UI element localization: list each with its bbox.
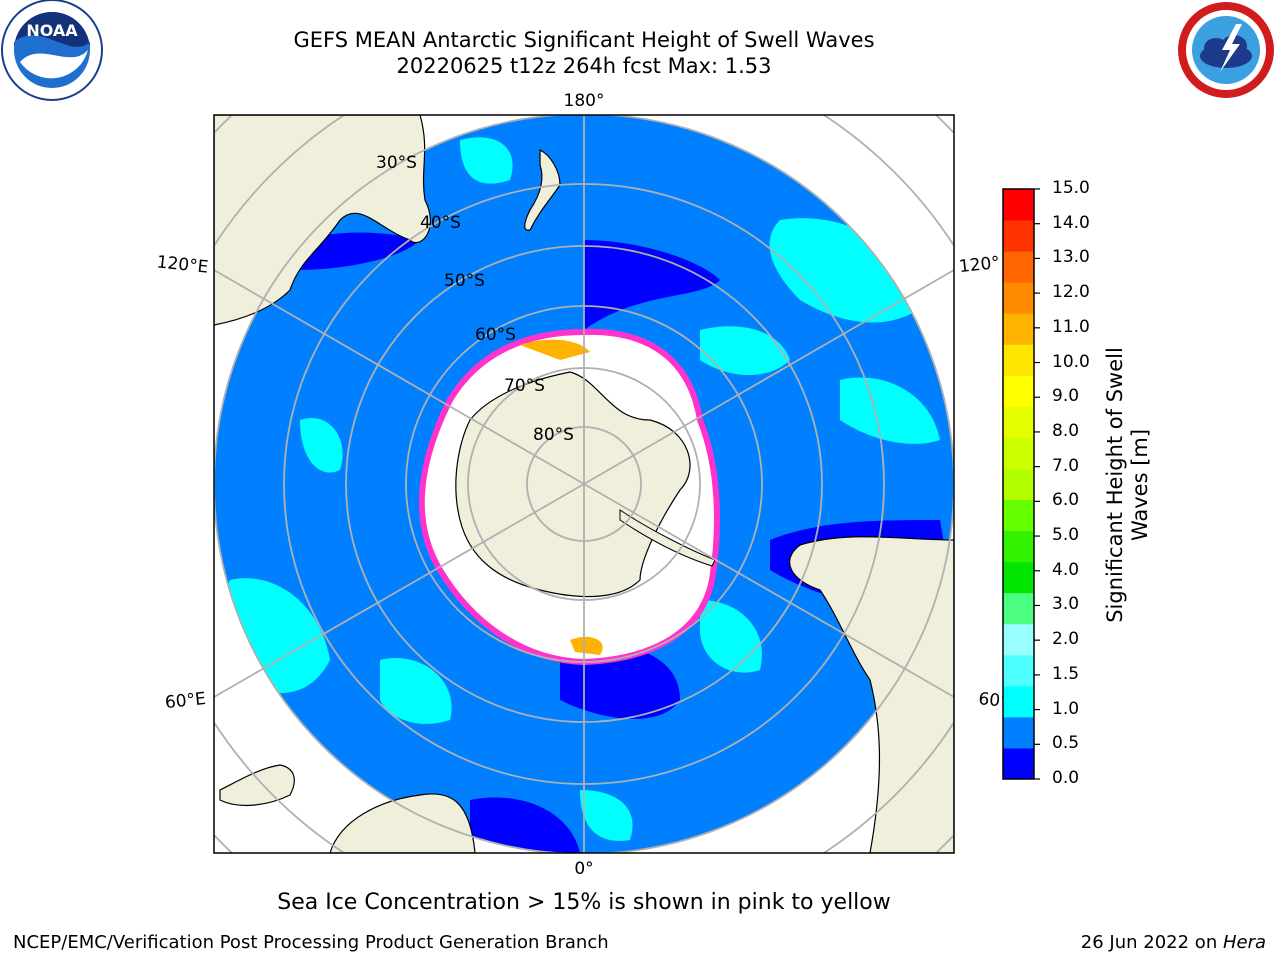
map-area (214, 115, 954, 853)
lat-label-40s: 40°S (420, 213, 461, 233)
lat-label-60s: 60°S (475, 325, 516, 345)
lat-label-50s: 50°S (444, 271, 485, 291)
colorbar-tick-label: 0.5 (1052, 733, 1080, 754)
colorbar-segment (1003, 685, 1034, 718)
colorbar-tick-label: 12.0 (1052, 282, 1090, 303)
footer-date-text: 26 Jun 2022 on (1080, 932, 1223, 953)
colorbar-tick-label: 7.0 (1052, 455, 1080, 476)
colorbar-tick-label: 13.0 (1052, 247, 1090, 268)
colorbar-segment (1003, 592, 1034, 625)
colorbar-segment (1003, 375, 1034, 407)
colorbar-segment (1003, 282, 1034, 314)
colorbar-segment (1003, 654, 1034, 687)
colorbar-segment (1003, 716, 1034, 749)
lon-label-120w: 120° (958, 253, 1001, 277)
footer-host: Hera (1222, 932, 1266, 953)
longitude-gridlines (214, 115, 954, 853)
colorbar-segment (1003, 437, 1034, 469)
colorbar-segment (1003, 468, 1034, 501)
colorbar-frame (1002, 188, 1035, 780)
footer-credit: NCEP/EMC/Verification Post Processing Pr… (13, 932, 609, 953)
title-line-2: 20220625 t12z 264h fcst Max: 1.53 (396, 54, 772, 78)
colorbar-tick-label: 0.0 (1052, 768, 1080, 788)
colorbar-tick-label: 1.0 (1052, 698, 1080, 719)
lon-label-60e: 60°E (164, 689, 207, 713)
colorbar-tick-label: 1.5 (1052, 663, 1080, 684)
australia-land (214, 115, 431, 326)
africa-land (329, 793, 476, 853)
lon-label-180: 180° (564, 91, 605, 111)
colorbar-segment (1003, 561, 1034, 594)
colorbar-ticks (1034, 188, 1040, 780)
lon-label-120e: 120°E (156, 252, 210, 277)
colorbar-tick-label: 11.0 (1052, 316, 1090, 337)
colorbar-segment (1003, 747, 1034, 780)
colorbar-tick-label: 14.0 (1052, 212, 1090, 233)
footer-date: 26 Jun 2022 on Hera (1081, 932, 1266, 953)
noaa-logo: NOAA (1, 0, 103, 101)
colorbar-segment (1003, 189, 1034, 221)
colorbar-segment (1003, 344, 1034, 376)
colorbar-tick-label: 6.0 (1052, 490, 1080, 511)
noaa-logo-text: NOAA (26, 21, 78, 40)
south-america-land (789, 536, 954, 853)
madagascar-land (219, 764, 295, 806)
map-frame (213, 114, 955, 854)
colorbar-segment (1003, 313, 1034, 345)
colorbar-axis-label: Significant Height of Swell Waves [m] (1103, 347, 1153, 623)
colorbar-tick-label: 2.0 (1052, 629, 1080, 650)
colorbar-tick-label: 9.0 (1052, 386, 1080, 407)
nws-logo (1178, 2, 1274, 98)
colorbar-tick-label: 4.0 (1052, 559, 1080, 580)
colorbar-segment (1003, 499, 1034, 532)
colorbar-tick-label: 8.0 (1052, 420, 1080, 441)
colorbar-segment (1003, 251, 1034, 283)
colorbar-tick-label: 5.0 (1052, 525, 1080, 546)
title-line-1: GEFS MEAN Antarctic Significant Height o… (293, 28, 875, 52)
lat-label-30s: 30°S (376, 153, 417, 173)
colorbar-label-line1: Significant Height of Swell (1103, 347, 1127, 623)
lat-label-70s: 70°S (504, 376, 545, 396)
colorbar-tick-label: 15.0 (1052, 178, 1090, 198)
colorbar-tick-label: 3.0 (1052, 594, 1080, 615)
colorbar-tick-label: 10.0 (1052, 351, 1090, 372)
colorbar-segment (1003, 623, 1034, 656)
new-zealand-land (524, 149, 561, 231)
lon-label-0: 0° (574, 859, 593, 879)
colorbar-label-line2: Waves [m] (1128, 428, 1152, 542)
colorbar-segment (1003, 220, 1034, 252)
colorbar-segment (1003, 406, 1034, 438)
antarctica-land (455, 371, 691, 598)
lat-label-80s: 80°S (533, 425, 574, 445)
sea-ice-note: Sea Ice Concentration > 15% is shown in … (277, 890, 891, 915)
colorbar (1003, 189, 1034, 780)
colorbar-segment (1003, 530, 1034, 563)
